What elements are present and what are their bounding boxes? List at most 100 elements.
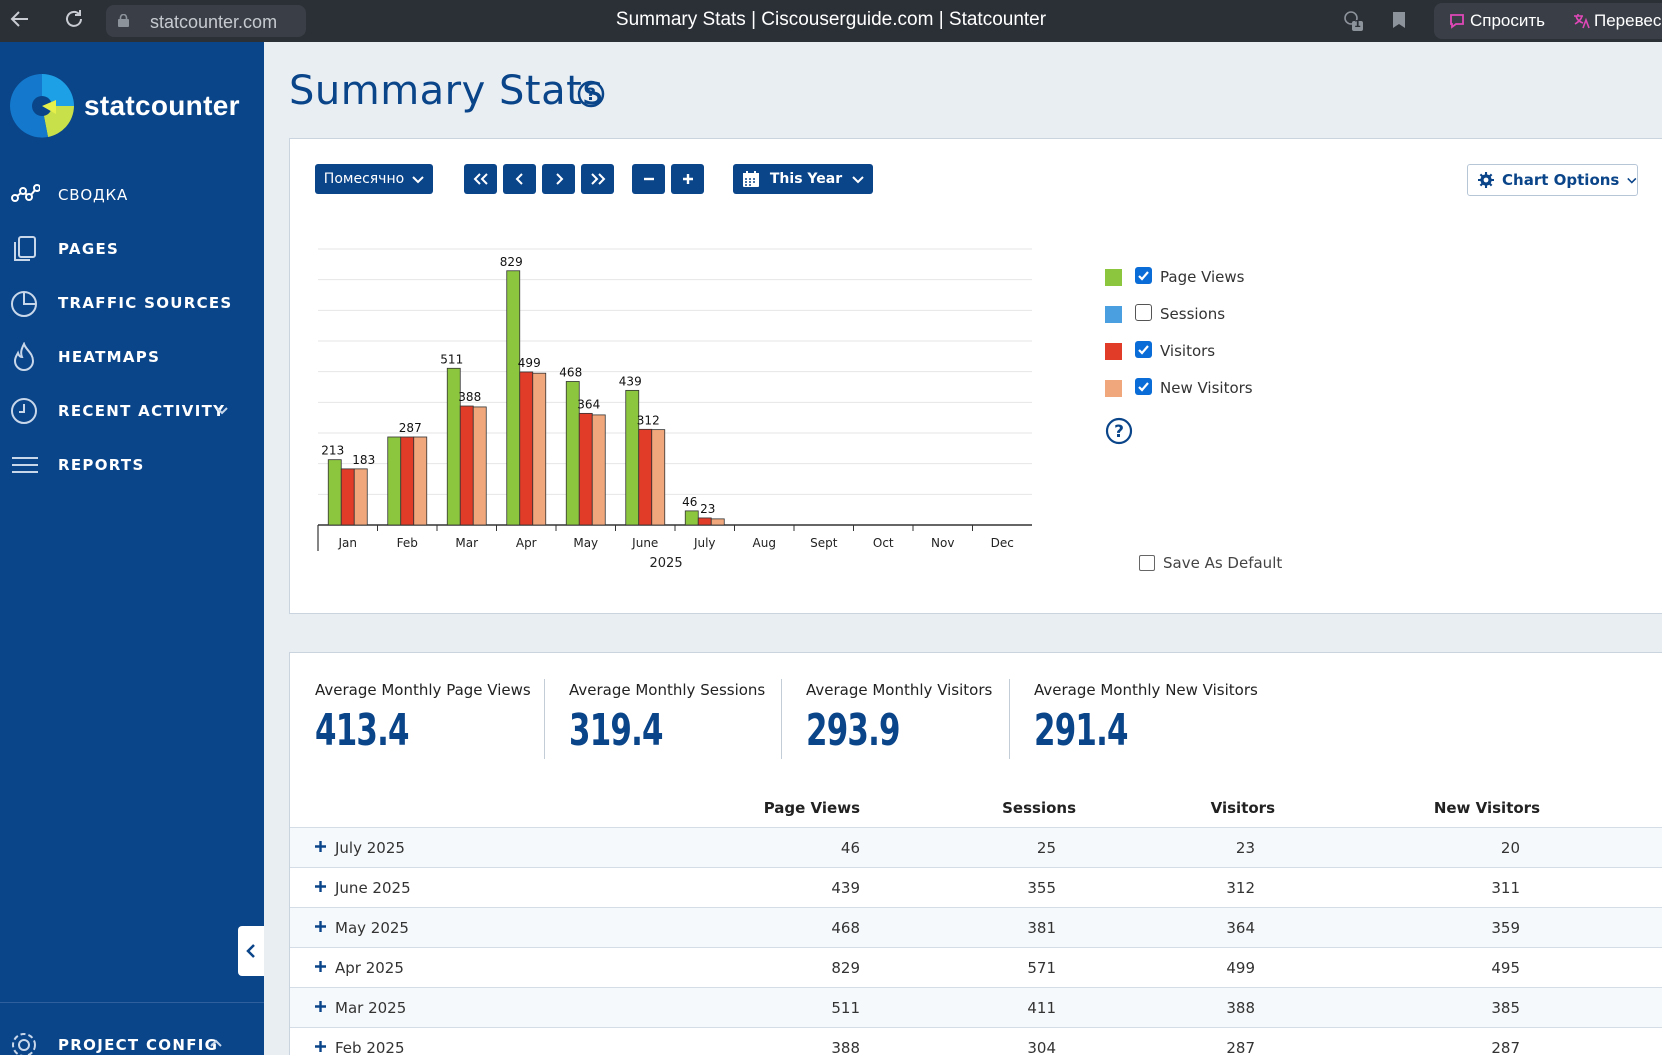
stat-label: Average Monthly New Visitors xyxy=(1034,681,1258,699)
last-period-button[interactable] xyxy=(581,164,614,194)
table-row[interactable]: May 2025 468 381 364 359 xyxy=(290,907,1662,947)
save-default-checkbox[interactable] xyxy=(1139,555,1155,571)
legend-item-visitors[interactable]: Visitors xyxy=(1105,339,1215,363)
sidebar-item-traffic-sources[interactable]: TRAFFIC SOURCES xyxy=(0,280,264,324)
legend-item-new-visitors[interactable]: New Visitors xyxy=(1105,376,1253,400)
translate-label: Перевес xyxy=(1594,11,1662,30)
stat-value: 319.4 xyxy=(569,705,664,756)
save-as-default[interactable]: Save As Default xyxy=(1139,554,1282,572)
date-range-label: This Year xyxy=(769,171,843,187)
table-cell: 23 xyxy=(1235,839,1255,857)
chart-options-button[interactable]: Chart Options xyxy=(1467,164,1638,196)
browser-toolbar: statcounter.com Summary Stats | Ciscouse… xyxy=(0,0,1662,42)
data-label: 312 xyxy=(637,413,660,427)
chevron-down-icon xyxy=(1627,177,1637,184)
column-header-new-visitors[interactable]: New Visitors xyxy=(1433,799,1540,817)
sidebar-collapse-button[interactable] xyxy=(238,926,264,976)
date-range-select[interactable]: This Year xyxy=(733,164,873,194)
bookmark-icon[interactable] xyxy=(1392,11,1406,29)
x-tick-label: Jan xyxy=(338,536,358,550)
statcounter-logo[interactable]: statcounter xyxy=(8,72,240,140)
help-icon[interactable]: ? xyxy=(1105,417,1133,445)
period-select[interactable]: Помесячно xyxy=(315,164,433,194)
sidebar-item-label: TRAFFIC SOURCES xyxy=(58,294,233,312)
zoom-out-button[interactable] xyxy=(632,164,665,194)
expand-plus-icon[interactable] xyxy=(314,920,327,933)
help-icon[interactable]: ? xyxy=(577,80,605,108)
bar-page-views xyxy=(387,436,402,526)
plus-icon xyxy=(682,174,693,184)
reload-icon[interactable] xyxy=(62,8,86,32)
sidebar-item-project-config[interactable]: PROJECT CONFIG xyxy=(0,1022,264,1055)
legend-item-sessions[interactable]: Sessions xyxy=(1105,302,1225,326)
bar-page-views xyxy=(684,510,699,526)
first-period-button[interactable] xyxy=(464,164,497,194)
bar-new-visitors xyxy=(353,468,368,526)
table-cell: 495 xyxy=(1491,959,1520,977)
bar-page-views xyxy=(327,459,342,526)
chevron-down-icon xyxy=(412,175,424,183)
expand-plus-icon[interactable] xyxy=(314,960,327,973)
sessions-checkbox[interactable] xyxy=(1135,304,1152,321)
bar-visitors xyxy=(459,405,474,526)
table-row[interactable]: Mar 2025 511 411 388 385 xyxy=(290,987,1662,1027)
table-row[interactable]: Feb 2025 388 304 287 287 xyxy=(290,1027,1662,1055)
chart-options-label: Chart Options xyxy=(1502,171,1620,189)
svg-text:?: ? xyxy=(1114,422,1124,442)
expand-plus-icon[interactable] xyxy=(314,840,327,853)
sidebar-item-pages[interactable]: PAGES xyxy=(0,226,264,270)
legend-label: Sessions xyxy=(1160,305,1226,323)
address-bar[interactable]: statcounter.com xyxy=(106,5,306,37)
table-cell: 388 xyxy=(831,1039,860,1055)
ask-button[interactable]: Спросить xyxy=(1448,11,1545,31)
legend-item-page-views[interactable]: Page Views xyxy=(1105,265,1245,289)
table-cell: 411 xyxy=(1027,999,1056,1017)
back-icon[interactable] xyxy=(8,8,32,32)
column-header-sessions[interactable]: Sessions xyxy=(1002,799,1076,817)
stat-value: 413.4 xyxy=(315,705,410,756)
chevron-down-icon xyxy=(852,175,864,183)
data-label: 213 xyxy=(321,444,344,458)
sidebar-item-reports[interactable]: REPORTS xyxy=(0,442,264,486)
table-row[interactable]: June 2025 439 355 312 311 xyxy=(290,867,1662,907)
next-period-button[interactable] xyxy=(542,164,575,194)
table-cell: 388 xyxy=(1226,999,1255,1017)
data-label: 499 xyxy=(518,356,541,370)
table-cell: 287 xyxy=(1226,1039,1255,1055)
stat-divider xyxy=(544,679,545,759)
sidebar-item-label: PROJECT CONFIG xyxy=(58,1036,219,1054)
page-views-checkbox[interactable] xyxy=(1135,267,1152,284)
sidebar-item-recent-activity[interactable]: RECENT ACTIVITY xyxy=(0,388,264,432)
data-label: 364 xyxy=(577,397,600,411)
x-tick-label: Sept xyxy=(810,536,838,550)
table-row[interactable]: July 2025 46 25 23 20 xyxy=(290,827,1662,867)
stat-visitors: Average Monthly Visitors 293.9 xyxy=(806,681,992,756)
table-cell: 20 xyxy=(1500,839,1520,857)
calendar-icon xyxy=(742,171,759,187)
visitors-checkbox[interactable] xyxy=(1135,341,1152,358)
column-header-page-views[interactable]: Page Views xyxy=(763,799,860,817)
list-icon xyxy=(12,457,38,473)
zoom-in-button[interactable] xyxy=(671,164,704,194)
expand-plus-icon[interactable] xyxy=(314,1040,327,1053)
table-cell: 439 xyxy=(831,879,860,897)
expand-plus-icon[interactable] xyxy=(314,880,327,893)
expand-plus-icon[interactable] xyxy=(314,1000,327,1013)
double-chevron-left-icon xyxy=(473,173,488,185)
legend-label: Page Views xyxy=(1160,268,1245,286)
tabs-icon[interactable] xyxy=(1342,10,1364,32)
table-row[interactable]: Apr 2025 829 571 499 495 xyxy=(290,947,1662,987)
minus-icon xyxy=(643,177,654,181)
sidebar-divider xyxy=(0,1002,264,1003)
data-label: 388 xyxy=(458,390,481,404)
bar-visitors xyxy=(578,412,593,526)
browser-page-title: Summary Stats | Ciscouserguide.com | Sta… xyxy=(615,9,1047,30)
column-header-visitors[interactable]: Visitors xyxy=(1210,799,1275,817)
sidebar-item-summary[interactable]: СВОДКА xyxy=(0,172,264,216)
new-visitors-checkbox[interactable] xyxy=(1135,378,1152,395)
translate-button[interactable]: Перевес xyxy=(1572,11,1661,31)
chat-sparkle-icon xyxy=(1450,14,1464,29)
bar-visitors xyxy=(519,371,534,526)
sidebar-item-heatmaps[interactable]: HEATMAPS xyxy=(0,334,264,378)
prev-period-button[interactable] xyxy=(503,164,536,194)
